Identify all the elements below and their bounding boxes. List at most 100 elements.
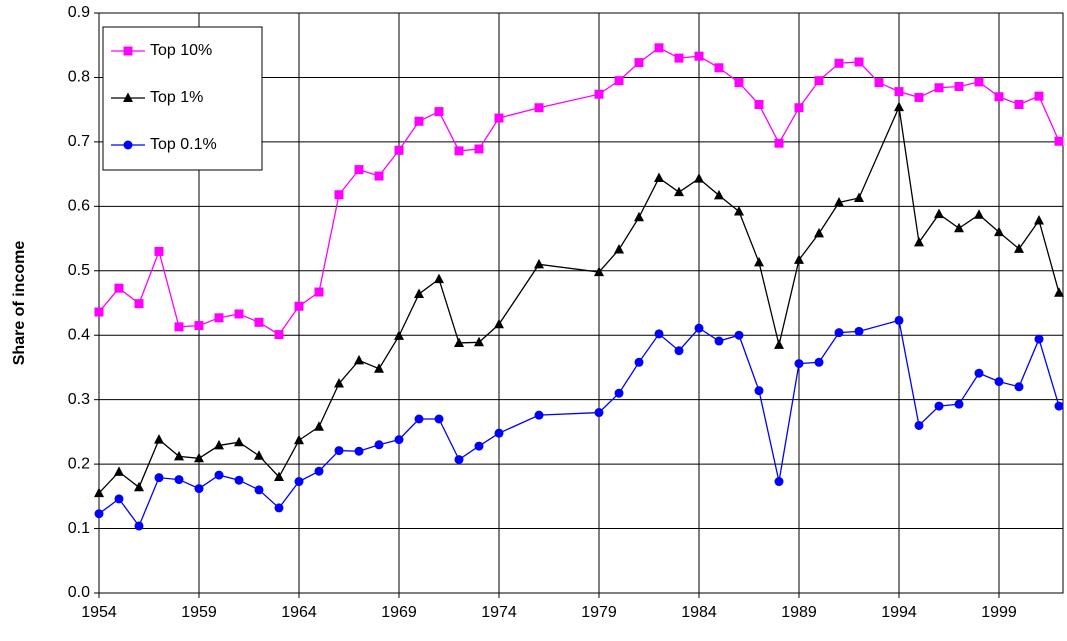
marker [134,299,144,309]
y-tick-label: 0.3 [68,391,90,408]
marker [674,346,684,356]
marker [694,323,704,333]
marker [934,401,944,411]
marker [694,173,704,183]
x-tick-label: 1994 [881,604,917,621]
marker [754,100,764,110]
y-tick-label: 0.6 [68,198,90,215]
marker [123,46,133,56]
marker [294,301,304,311]
marker [394,145,404,155]
marker [123,140,133,150]
marker [874,78,884,88]
marker [494,318,504,329]
marker [774,339,784,349]
marker [1034,91,1044,101]
marker [94,487,104,498]
marker [94,509,104,519]
marker [694,51,704,61]
marker [434,107,444,117]
marker [374,363,384,373]
marker [194,321,204,331]
marker [414,414,424,424]
marker [974,209,984,219]
marker [114,283,124,293]
marker [214,439,224,450]
marker [634,211,644,222]
marker [394,435,404,445]
y-tick-label: 0.7 [68,133,90,150]
marker [914,92,924,102]
y-tick-label: 0.1 [68,520,90,537]
marker [454,455,464,465]
marker [123,92,133,102]
marker [154,246,164,256]
marker [334,190,344,200]
marker [234,436,244,447]
marker [654,43,664,53]
marker [634,58,644,68]
marker [934,208,944,219]
marker [534,410,544,420]
marker [374,440,384,450]
y-tick-label: 0.8 [68,69,90,86]
plot-frame [98,12,1064,594]
marker [734,330,744,340]
marker [354,446,364,456]
marker [1014,243,1024,253]
marker [474,441,484,451]
marker [454,146,464,156]
marker [214,470,224,480]
marker [834,58,844,68]
marker [914,420,924,430]
y-tick-label: 0.0 [68,584,90,601]
marker [334,446,344,456]
marker [274,471,284,481]
marker [414,116,424,126]
series-line [98,319,1060,528]
marker [854,192,864,202]
marker [194,452,204,463]
marker [1034,334,1044,344]
marker [534,103,544,113]
marker [294,477,304,487]
legend-label: Top 1% [150,89,203,106]
marker [974,77,984,87]
marker [254,485,264,495]
marker [454,337,464,347]
marker [274,503,284,513]
legend-label: Top 0.1% [150,136,217,153]
marker [1054,287,1064,297]
marker [494,113,504,123]
marker [474,336,484,347]
marker [794,254,804,264]
marker [894,315,904,325]
marker [974,368,984,378]
marker [994,92,1004,102]
marker [654,329,664,339]
marker [314,466,324,476]
marker [754,386,764,396]
marker [154,434,164,444]
marker [1054,401,1064,411]
series-line [98,47,1060,336]
marker [994,226,1004,237]
x-tick-label: 1984 [681,604,717,621]
marker [374,171,384,181]
y-tick-label: 0.5 [68,262,90,279]
marker [954,222,964,233]
marker [794,359,804,369]
y-axis-label: Share of income [11,241,28,366]
marker [834,328,844,338]
marker [614,388,624,398]
marker [414,288,424,298]
marker [114,466,124,476]
x-tick-label: 1974 [481,604,517,621]
marker [394,330,404,340]
marker [734,78,744,88]
marker [154,473,164,483]
marker [934,83,944,93]
x-tick-label: 1959 [181,604,217,621]
y-tick-label: 0.2 [68,455,90,472]
marker [594,266,604,277]
